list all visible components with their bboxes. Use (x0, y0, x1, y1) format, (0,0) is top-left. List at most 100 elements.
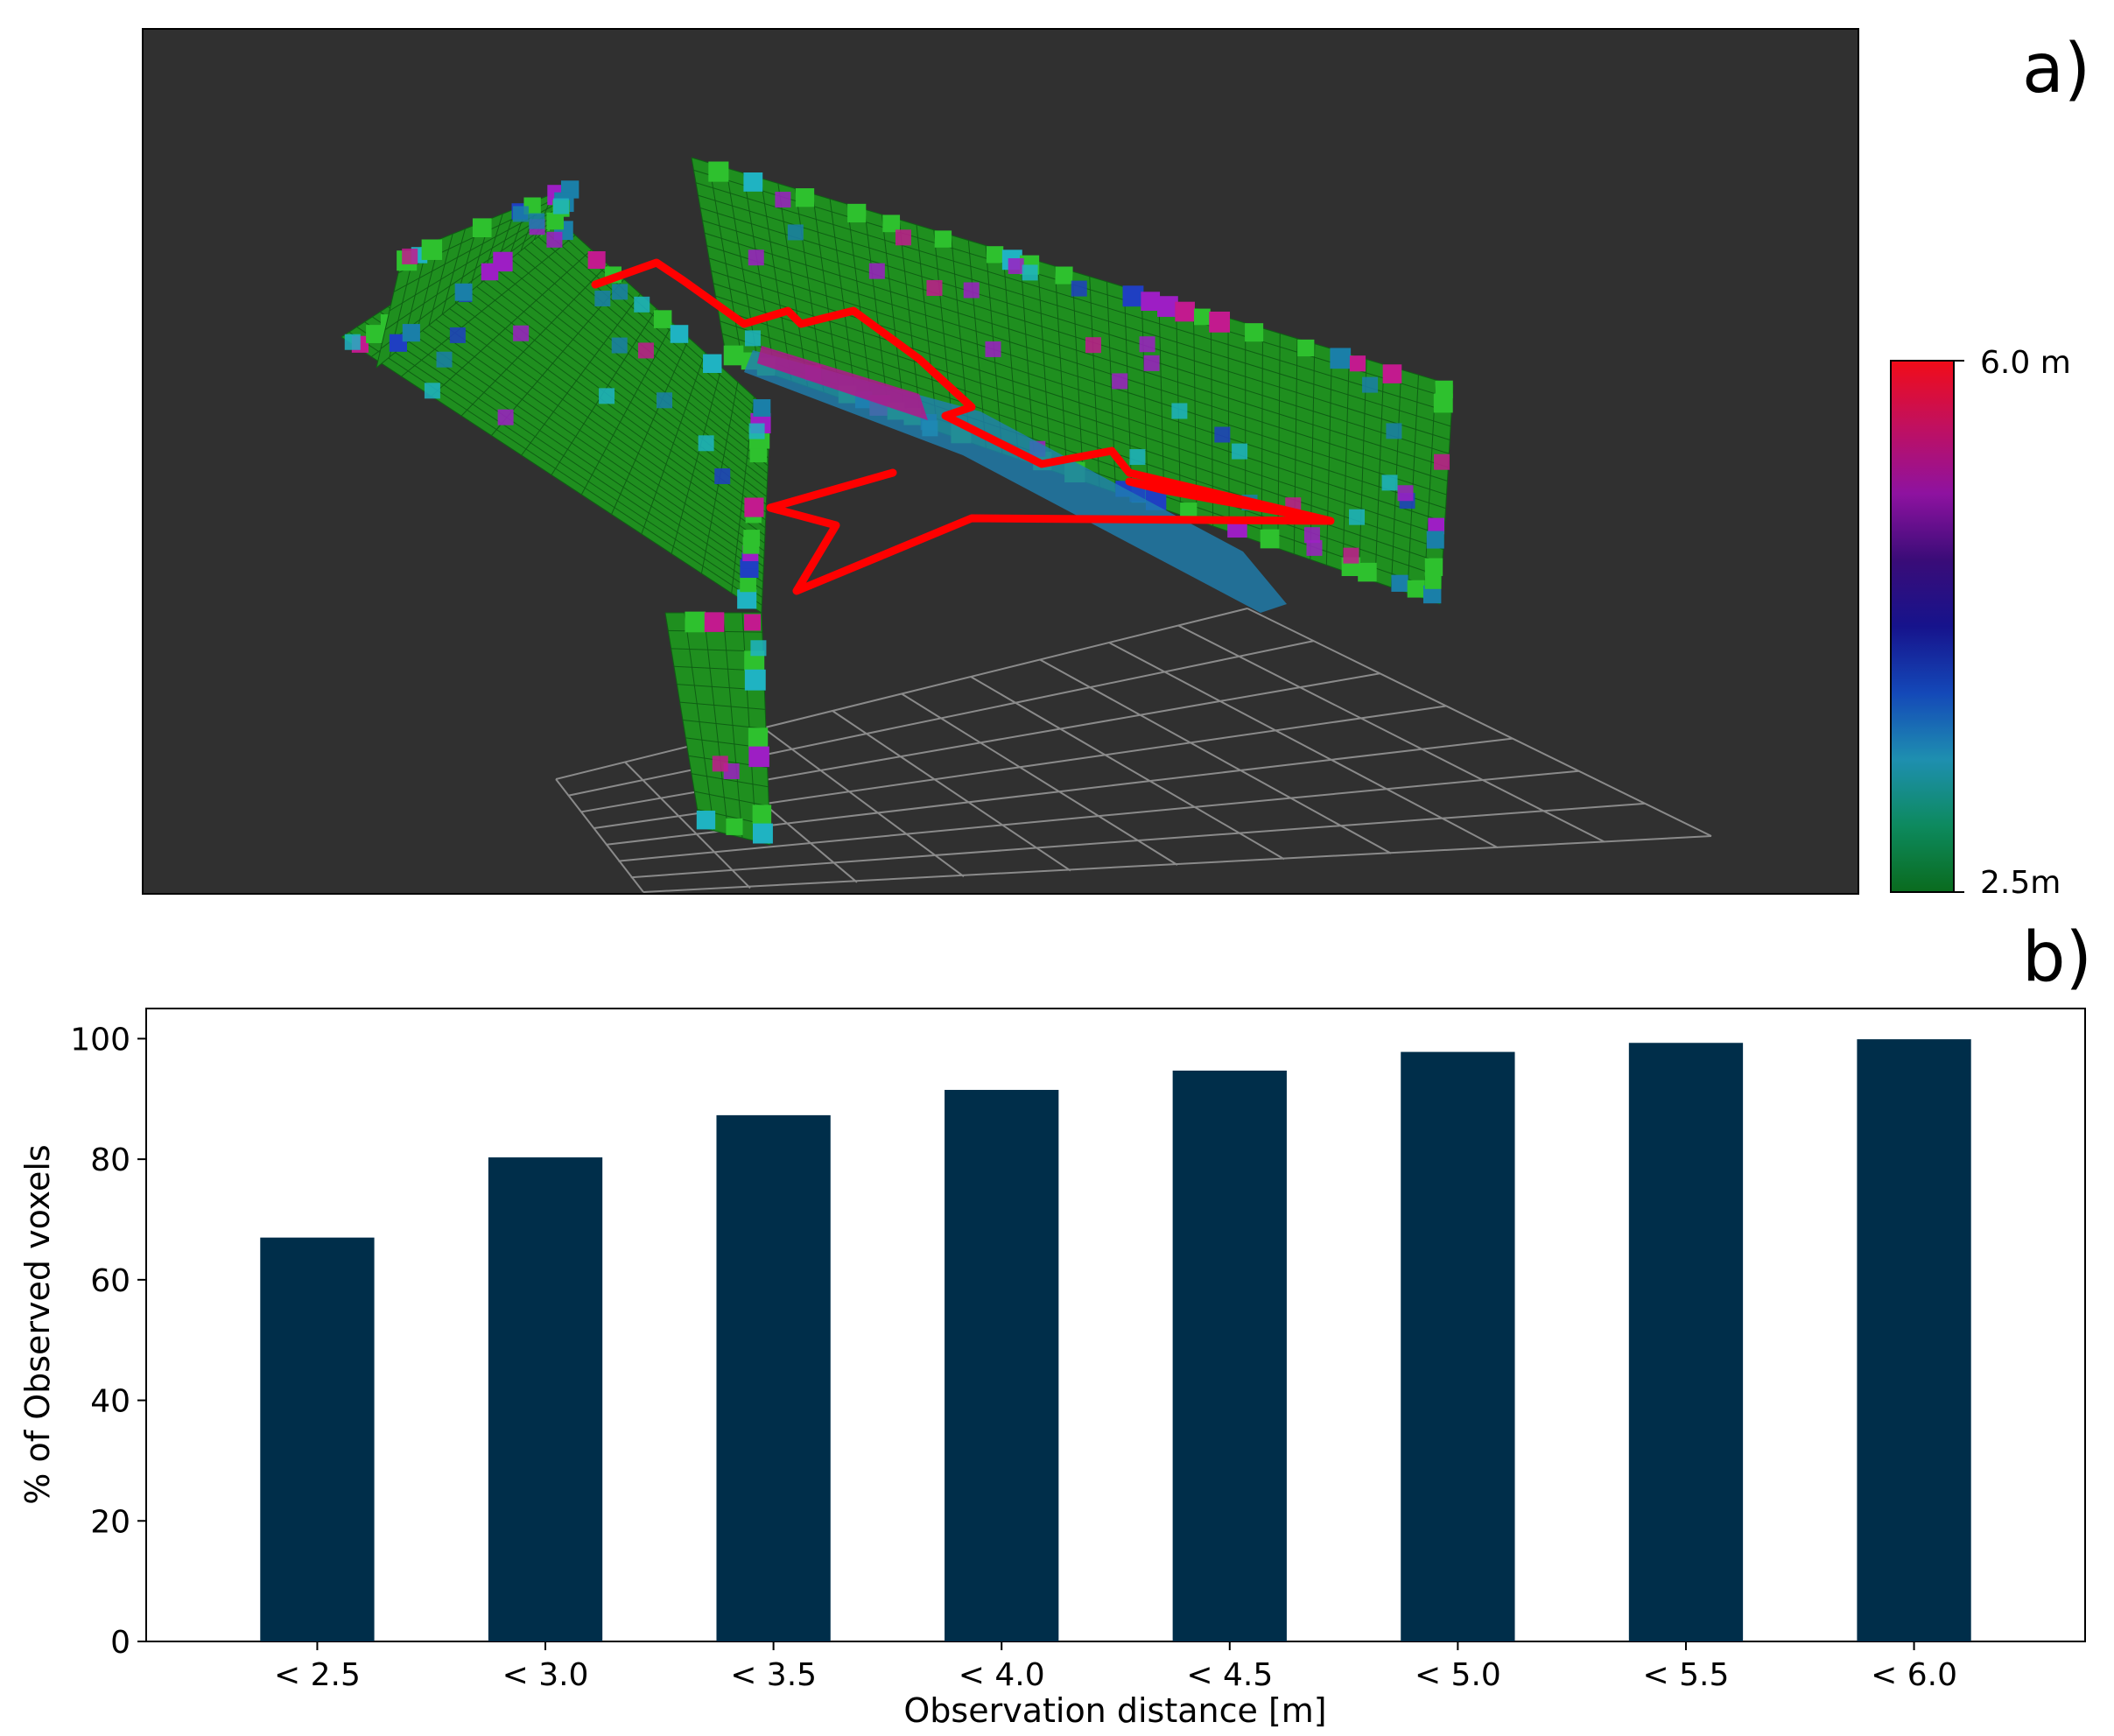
voxel (512, 206, 529, 222)
voxel (926, 279, 943, 296)
voxel-edge (679, 701, 766, 710)
voxel (895, 229, 911, 246)
voxel (723, 345, 744, 366)
x-tick-label: < 4.5 (1186, 1657, 1273, 1693)
voxel (737, 589, 757, 609)
voxel (1382, 364, 1402, 383)
y-tick-label: 20 (90, 1504, 130, 1540)
voxel-edge (671, 367, 722, 554)
bar (1172, 1070, 1287, 1641)
voxel (1428, 517, 1445, 535)
voxel (1422, 585, 1442, 604)
voxel (1358, 562, 1377, 582)
voxel-edge (694, 791, 769, 807)
wall-surface (665, 613, 770, 845)
grid-line (630, 802, 1646, 879)
voxel-edge (682, 720, 767, 729)
voxel (985, 341, 1001, 357)
voxel (611, 337, 628, 354)
voxel (934, 230, 952, 248)
voxel-edge (393, 194, 572, 292)
voxel-edge (711, 270, 1446, 510)
voxel (696, 811, 716, 830)
voxel (653, 310, 672, 328)
grid-line (970, 676, 1285, 861)
voxel (708, 161, 729, 182)
voxel (1171, 403, 1188, 419)
bar (488, 1157, 603, 1641)
grid-line (1247, 608, 1712, 837)
voxel (1349, 509, 1366, 525)
grid-line (618, 770, 1579, 862)
grid-line (762, 727, 965, 878)
x-tick-label: < 5.0 (1415, 1657, 1501, 1693)
voxel-edge (702, 220, 1450, 454)
voxel-edge (691, 773, 769, 788)
voxel-edge (698, 194, 1451, 427)
voxel (1424, 558, 1443, 576)
voxel-edge (641, 352, 706, 535)
voxel (1434, 453, 1450, 470)
grid-line (643, 835, 1712, 893)
voxel (1260, 529, 1280, 549)
y-tick-label: 0 (110, 1625, 130, 1661)
voxel (1071, 280, 1087, 297)
colorbar-max-label: 6.0 m (1980, 345, 2071, 381)
grid-line (832, 710, 1071, 872)
voxel (1141, 292, 1161, 312)
voxel (1214, 426, 1231, 443)
voxel-edge (695, 182, 1452, 413)
voxel (1343, 547, 1359, 564)
voxel (795, 188, 815, 207)
x-tick-label: < 6.0 (1871, 1657, 1957, 1693)
voxel (1022, 264, 1038, 281)
voxel (744, 497, 764, 517)
voxel (657, 392, 673, 409)
x-tick-label: < 3.5 (730, 1657, 817, 1693)
voxel (1362, 376, 1379, 393)
voxel (712, 756, 728, 772)
voxel (552, 198, 569, 214)
voxel (704, 612, 725, 632)
voxel (1303, 527, 1320, 544)
y-tick-label: 60 (90, 1263, 130, 1299)
voxel (1245, 323, 1264, 342)
voxel (749, 445, 767, 463)
voxel-edge (431, 249, 593, 397)
voxel (726, 818, 743, 835)
voxel (1175, 301, 1195, 322)
panel-a: a) 6.0 m 2.5m (142, 28, 2090, 901)
panel-a-label: a) (2022, 30, 2090, 109)
voxel (1297, 339, 1315, 357)
x-axis-label: Observation distance [m] (903, 1691, 1326, 1730)
voxel (744, 614, 762, 631)
voxel-edge (460, 264, 608, 417)
colorbar (1890, 360, 1955, 893)
voxel (634, 296, 650, 313)
x-tick-label: < 3.0 (502, 1657, 589, 1693)
voxel (513, 325, 530, 341)
voxel-edge (521, 293, 641, 456)
voxel-edge (611, 337, 690, 515)
grid-line (624, 761, 751, 889)
voxel (344, 334, 361, 350)
voxel (1209, 311, 1231, 333)
y-tick-label: 100 (70, 1022, 130, 1058)
voxel (748, 746, 769, 768)
wall-left-top (376, 180, 579, 369)
camera-trajectory (591, 258, 1335, 595)
voxel-edge (715, 295, 1444, 537)
voxel (424, 383, 440, 399)
voxel (744, 669, 766, 691)
voxel (587, 250, 606, 270)
voxel (743, 530, 761, 546)
voxel (497, 409, 514, 425)
voxel (402, 324, 420, 342)
bar (260, 1237, 375, 1641)
voxel (752, 805, 772, 824)
voxel (670, 325, 689, 343)
voxel-edge (704, 232, 1449, 468)
voxel (493, 251, 513, 272)
voxel-edge (717, 308, 1443, 550)
voxel (529, 213, 545, 229)
